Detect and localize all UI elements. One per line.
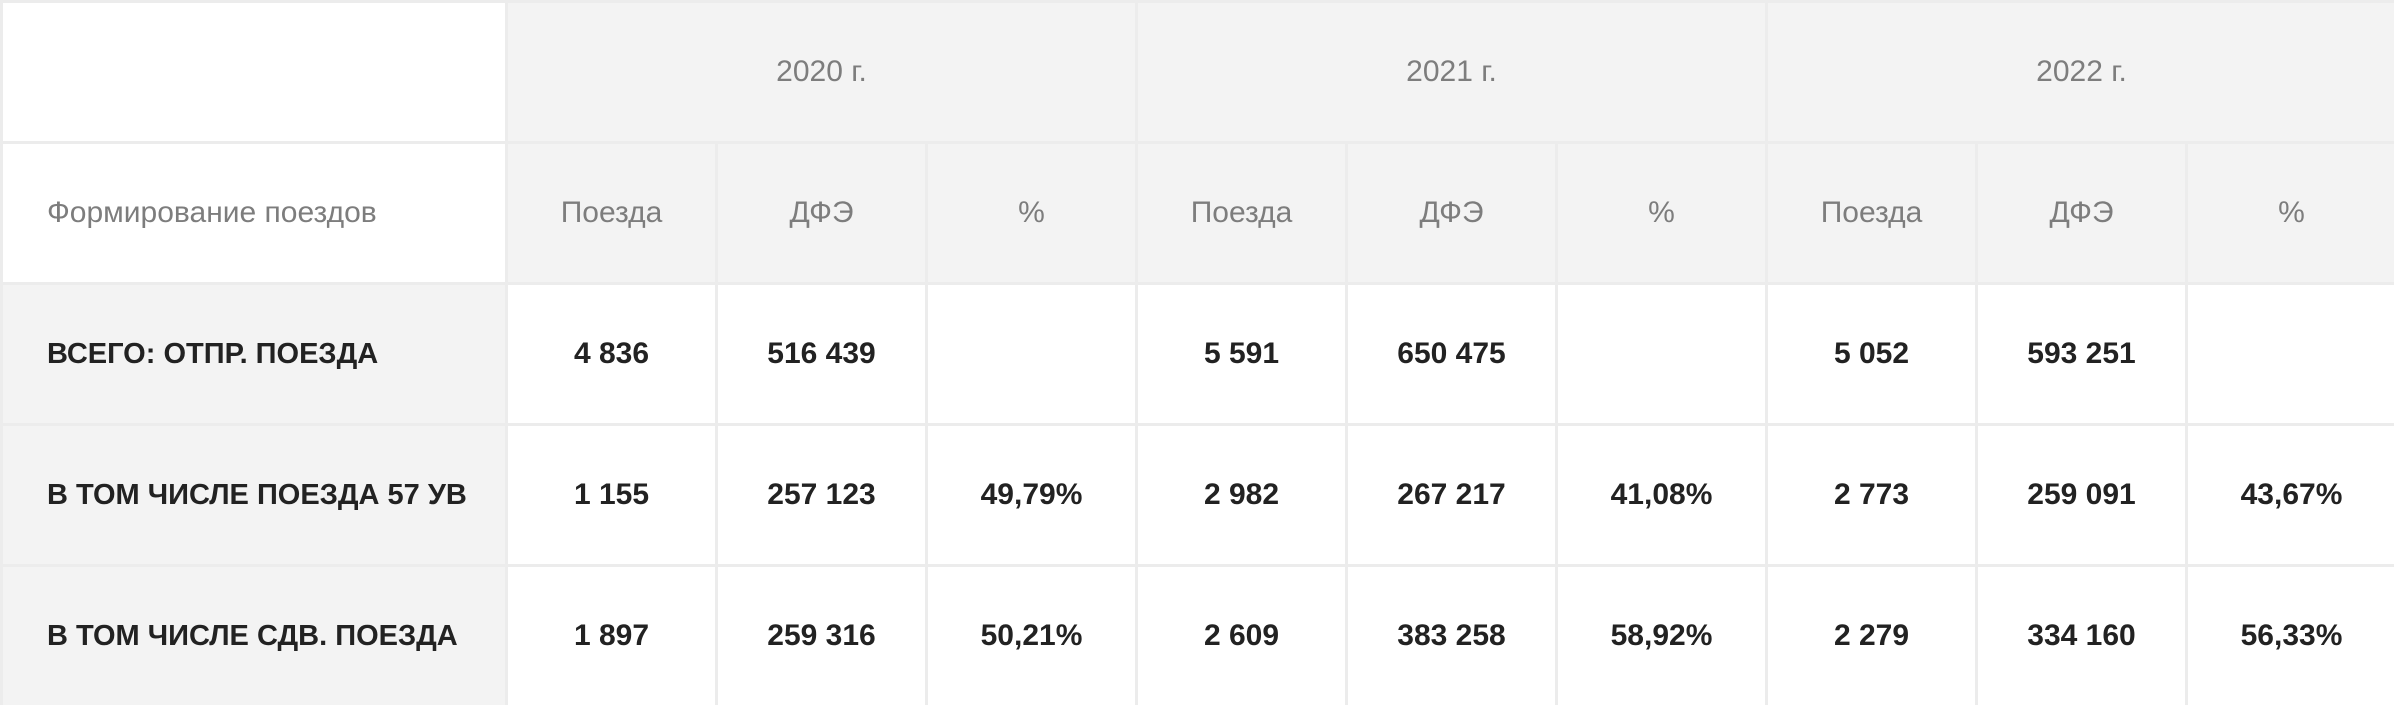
col-header-trains-2020: Поезда bbox=[505, 141, 718, 285]
corner-cell bbox=[0, 0, 508, 144]
col-header-teu-2020: ДФЭ bbox=[715, 141, 928, 285]
year-header-2020: 2020 г. bbox=[505, 0, 1138, 144]
table-cell: 1 155 bbox=[505, 423, 718, 567]
row-header-label: Формирование поездов bbox=[0, 141, 508, 285]
table-cell: 383 258 bbox=[1345, 564, 1558, 705]
table-cell: 5 052 bbox=[1765, 282, 1978, 426]
table-cell: 257 123 bbox=[715, 423, 928, 567]
year-header-2022: 2022 г. bbox=[1765, 0, 2394, 144]
table-cell: 50,21% bbox=[925, 564, 1138, 705]
year-header-row: 2020 г. 2021 г. 2022 г. bbox=[0, 0, 2394, 144]
table-cell: 259 316 bbox=[715, 564, 928, 705]
table-row-total: ВСЕГО: ОТПР. ПОЕЗДА 4 836 516 439 5 591 … bbox=[0, 282, 2394, 426]
table-cell bbox=[925, 282, 1138, 426]
col-header-percent-2022: % bbox=[2185, 141, 2394, 285]
table-cell: 2 773 bbox=[1765, 423, 1978, 567]
col-header-trains-2021: Поезда bbox=[1135, 141, 1348, 285]
table-cell: 1 897 bbox=[505, 564, 718, 705]
table-cell: 49,79% bbox=[925, 423, 1138, 567]
table-cell bbox=[1555, 282, 1768, 426]
table-row-sdv: В ТОМ ЧИСЛЕ СДВ. ПОЕЗДА 1 897 259 316 50… bbox=[0, 564, 2394, 705]
table-cell: 267 217 bbox=[1345, 423, 1558, 567]
table-cell bbox=[2185, 282, 2394, 426]
col-header-teu-2022: ДФЭ bbox=[1975, 141, 2188, 285]
col-header-percent-2021: % bbox=[1555, 141, 1768, 285]
table-cell: 2 982 bbox=[1135, 423, 1348, 567]
col-header-percent-2020: % bbox=[925, 141, 1138, 285]
table-cell: 2 279 bbox=[1765, 564, 1978, 705]
table-cell: 41,08% bbox=[1555, 423, 1768, 567]
table-cell: 334 160 bbox=[1975, 564, 2188, 705]
year-header-2021: 2021 г. bbox=[1135, 0, 1768, 144]
table-cell: 516 439 bbox=[715, 282, 928, 426]
row-label-57-uv: В ТОМ ЧИСЛЕ ПОЕЗДА 57 УВ bbox=[0, 423, 508, 567]
table-cell: 259 091 bbox=[1975, 423, 2188, 567]
col-header-teu-2021: ДФЭ bbox=[1345, 141, 1558, 285]
table-row-57-uv: В ТОМ ЧИСЛЕ ПОЕЗДА 57 УВ 1 155 257 123 4… bbox=[0, 423, 2394, 567]
row-label-sdv: В ТОМ ЧИСЛЕ СДВ. ПОЕЗДА bbox=[0, 564, 508, 705]
col-header-trains-2022: Поезда bbox=[1765, 141, 1978, 285]
table-cell: 58,92% bbox=[1555, 564, 1768, 705]
table-cell: 5 591 bbox=[1135, 282, 1348, 426]
table-cell: 56,33% bbox=[2185, 564, 2394, 705]
table-cell: 43,67% bbox=[2185, 423, 2394, 567]
column-header-row: Формирование поездов Поезда ДФЭ % Поезда… bbox=[0, 141, 2394, 285]
table-cell: 2 609 bbox=[1135, 564, 1348, 705]
row-label-total: ВСЕГО: ОТПР. ПОЕЗДА bbox=[0, 282, 508, 426]
table-cell: 593 251 bbox=[1975, 282, 2188, 426]
table-cell: 650 475 bbox=[1345, 282, 1558, 426]
table-cell: 4 836 bbox=[505, 282, 718, 426]
